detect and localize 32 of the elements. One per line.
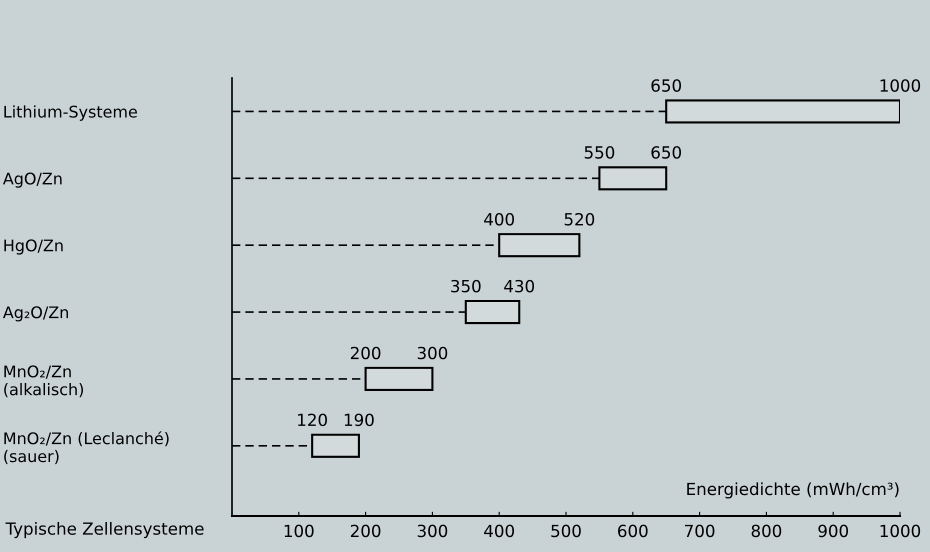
y-tick-label: MnO₂/Zn (Leclanché) (sauer): [4, 431, 169, 464]
annotation: 520: [564, 212, 594, 226]
annotation: 650: [651, 79, 681, 92]
x-axis-title: Energiedichte (mWh/cm³): [687, 482, 899, 498]
x-tick-label: 400: [484, 524, 514, 538]
y-tick-label: AgO/Zn: [2, 172, 62, 188]
y-tick-label: MnO₂/Zn (alkalisch): [4, 365, 84, 398]
annotation: 400: [484, 212, 514, 226]
x-tick-label: 200: [350, 524, 380, 538]
x-tick-label: 300: [418, 524, 448, 538]
annotation: 120: [298, 414, 327, 426]
x-tick-label: 100: [284, 524, 314, 538]
annotation: 650: [651, 146, 681, 159]
y-tick-label: Ag₂O/Zn: [2, 306, 68, 322]
annotation: 550: [584, 146, 614, 159]
y-axis-title: Typische Zellensysteme: [6, 522, 204, 538]
x-tick-label: 600: [618, 524, 648, 538]
annotation: 190: [344, 414, 374, 426]
bar: [364, 366, 434, 391]
x-tick-label: 800: [752, 524, 782, 538]
x-tick-label: 1000: [880, 524, 920, 538]
x-tick-label: 900: [818, 524, 848, 538]
annotation: 350: [451, 280, 481, 292]
annotation: 430: [504, 280, 534, 292]
y-tick-label: Lithium-Systeme: [4, 105, 137, 121]
x-tick-label: 500: [551, 524, 581, 538]
bar: [311, 434, 360, 458]
y-tick-label: HgO/Zn: [4, 239, 63, 255]
annotation: 200: [350, 346, 380, 360]
x-tick-label: 700: [685, 524, 714, 538]
annotation: 300: [418, 346, 448, 360]
annotation: 1000: [880, 79, 920, 92]
